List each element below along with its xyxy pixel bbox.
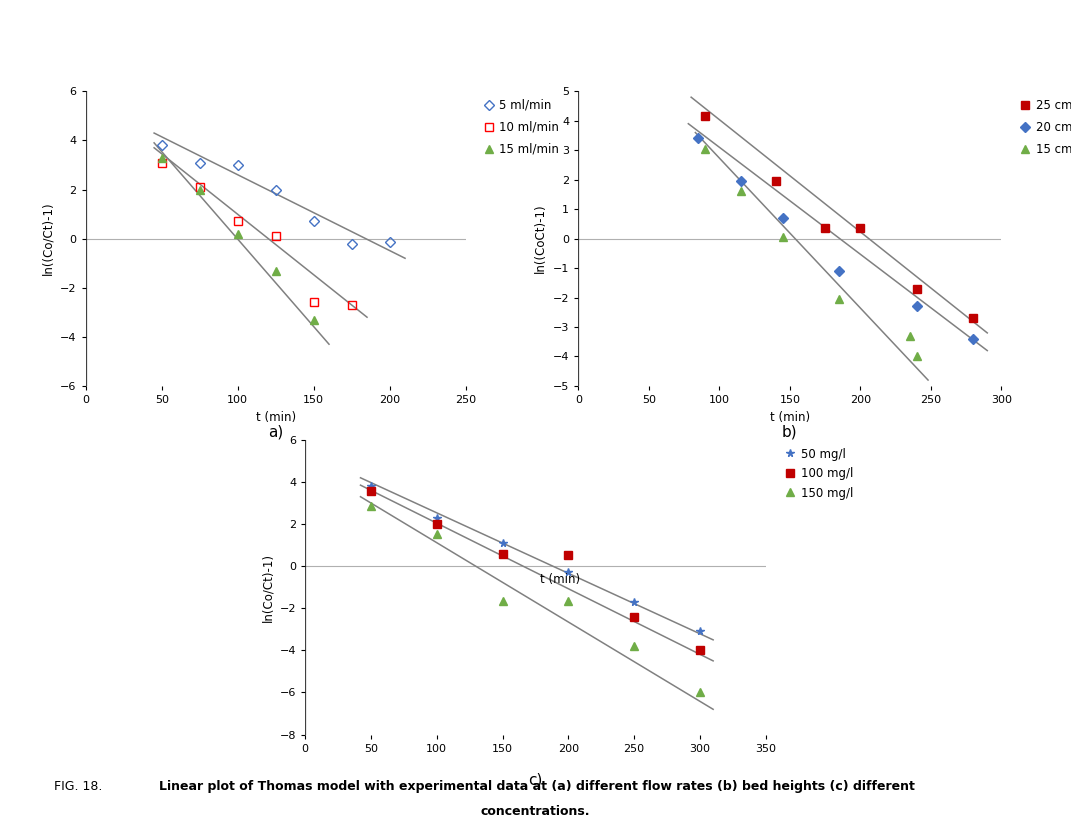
Y-axis label: ln((Co/Ct)-1): ln((Co/Ct)-1) (42, 202, 55, 276)
X-axis label: t (min): t (min) (256, 411, 296, 423)
X-axis label: t (min): t (min) (770, 411, 810, 423)
Legend: 50 mg/l, 100 mg/l, 150 mg/l: 50 mg/l, 100 mg/l, 150 mg/l (781, 443, 858, 505)
Y-axis label: ln((CoCt)-1): ln((CoCt)-1) (534, 204, 547, 273)
Text: FIG. 18.: FIG. 18. (54, 780, 106, 793)
Y-axis label: ln(Co/Ct)-1): ln(Co/Ct)-1) (261, 553, 274, 622)
Text: c): c) (528, 773, 543, 788)
Text: concentrations.: concentrations. (481, 805, 590, 818)
Legend: 5 ml/min, 10 ml/min, 15 ml/min: 5 ml/min, 10 ml/min, 15 ml/min (480, 95, 564, 160)
Text: t (min): t (min) (540, 573, 580, 586)
Legend: 25 cm, 20 cm, 15 cm: 25 cm, 20 cm, 15 cm (1015, 95, 1071, 160)
Text: b): b) (782, 424, 798, 439)
Text: a): a) (268, 424, 284, 439)
Text: Linear plot of Thomas model with experimental data at (a) different flow rates (: Linear plot of Thomas model with experim… (159, 780, 915, 793)
